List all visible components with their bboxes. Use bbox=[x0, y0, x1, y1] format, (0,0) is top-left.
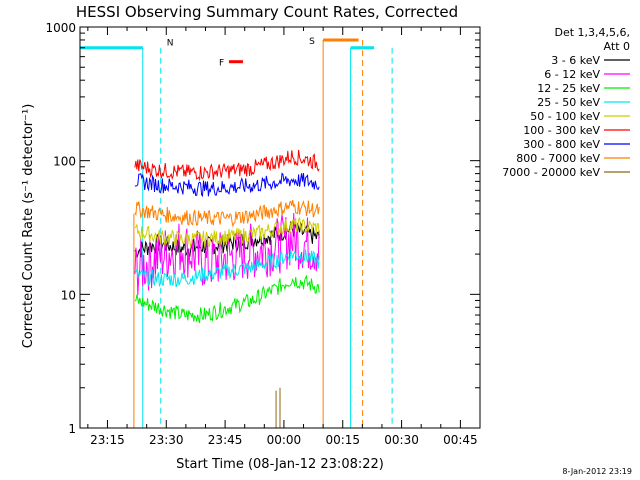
flare-label: F bbox=[219, 59, 224, 69]
x-axis-label: Start Time (08-Jan-12 23:08:22) bbox=[176, 457, 384, 472]
y-axis-label: Corrected Count Rate (s⁻¹ detector⁻¹) bbox=[21, 104, 36, 349]
x-tick-label: 23:45 bbox=[208, 433, 243, 447]
footer-date: 8-Jan-2012 23:19 bbox=[562, 467, 632, 476]
x-tick-label: 23:30 bbox=[149, 433, 184, 447]
series-line-6 bbox=[134, 172, 320, 198]
series-line-3 bbox=[134, 249, 320, 288]
saa-label: S bbox=[309, 37, 315, 47]
x-tick-label: 23:15 bbox=[90, 433, 125, 447]
series-line-5 bbox=[134, 149, 320, 182]
y-tick-label: 1 bbox=[68, 422, 76, 436]
legend-label: 7000 - 20000 keV bbox=[502, 166, 600, 179]
legend-label: 50 - 100 keV bbox=[530, 110, 600, 123]
series-line-4 bbox=[134, 216, 320, 248]
y-axis: 1 10 100 1000 bbox=[45, 21, 480, 436]
legend-label: 12 - 25 keV bbox=[537, 82, 600, 95]
plot-area: N S F bbox=[79, 26, 481, 429]
y-tick-label: 1000 bbox=[45, 21, 76, 35]
x-tick-label: 00:30 bbox=[384, 433, 419, 447]
legend-label: 300 - 800 keV bbox=[523, 138, 600, 151]
legend-subtitle: Att 0 bbox=[604, 40, 630, 53]
legend-title: Det 1,3,4,5,6, bbox=[554, 26, 630, 39]
y-tick-label: 10 bbox=[61, 288, 76, 302]
legend-label: 3 - 6 keV bbox=[551, 54, 600, 67]
plot-frame bbox=[79, 26, 481, 429]
legend-label: 25 - 50 keV bbox=[537, 96, 600, 109]
legend-label: 100 - 300 keV bbox=[523, 124, 600, 137]
x-tick-label: 00:45 bbox=[443, 433, 478, 447]
legend-label: 800 - 7000 keV bbox=[516, 152, 600, 165]
attenuator-label: N bbox=[167, 39, 174, 49]
y-tick-label: 100 bbox=[53, 155, 76, 169]
chart-title: HESSI Observing Summary Count Rates, Cor… bbox=[76, 3, 458, 21]
legend-label: 6 - 12 keV bbox=[544, 68, 600, 81]
series-line-2 bbox=[134, 274, 320, 324]
x-tick-label: 00:15 bbox=[325, 433, 360, 447]
x-axis: 23:15 23:30 23:45 00:00 00:15 00:30 00:45 bbox=[87, 27, 478, 447]
series-line-7 bbox=[134, 199, 320, 228]
x-tick-label: 00:00 bbox=[267, 433, 302, 447]
